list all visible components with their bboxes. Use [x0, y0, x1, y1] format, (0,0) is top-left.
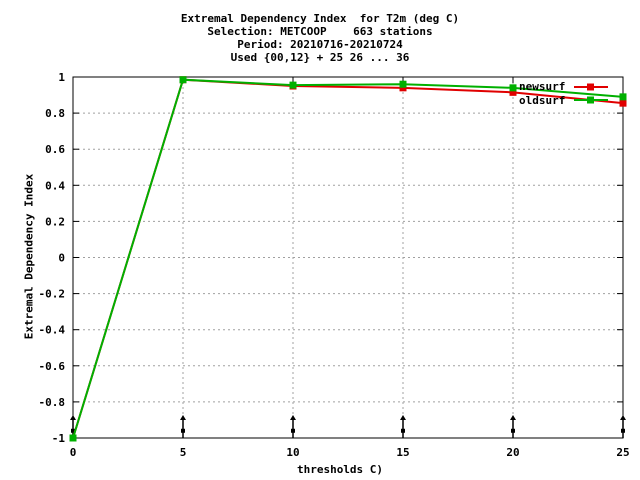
- y-axis-label: Extremal Dependency Index: [22, 173, 36, 340]
- legend-marker-oldsurf: [587, 96, 594, 104]
- threshold-marker-point: [511, 428, 515, 433]
- x-tick-label: 15: [396, 446, 409, 459]
- data-point-oldsurf: [69, 434, 77, 442]
- y-tick-label: -0.4: [39, 324, 66, 337]
- data-point-oldsurf: [289, 81, 297, 89]
- threshold-marker-arrow: [180, 414, 186, 420]
- threshold-marker-arrow: [290, 414, 296, 420]
- data-point-oldsurf: [509, 84, 517, 92]
- title-line-2: Selection: METCOOP 663 stations: [207, 25, 433, 38]
- y-tick-label: 0: [58, 252, 65, 265]
- legend-label-oldsurf: oldsurf: [519, 94, 566, 107]
- threshold-marker-arrow: [400, 414, 406, 420]
- y-tick-label: -0.6: [39, 360, 66, 373]
- series-line-newsurf: [72, 78, 624, 439]
- y-tick-label: -0.8: [39, 396, 66, 409]
- threshold-marker-point: [291, 428, 295, 433]
- y-tick-label: -0.2: [39, 288, 66, 301]
- title-line-1: Extremal Dependency Index for T2m (deg C…: [180, 12, 460, 25]
- legend-label-newsurf: newsurf: [519, 80, 566, 93]
- data-point-oldsurf: [399, 80, 407, 88]
- y-tick-label: 0.6: [45, 143, 65, 156]
- threshold-marker-point: [181, 428, 185, 433]
- data-point-newsurf: [399, 84, 407, 92]
- plot-frame: [72, 76, 624, 439]
- threshold-marker-point: [401, 428, 405, 433]
- x-tick-label: 5: [180, 446, 187, 459]
- legend-marker-newsurf: [587, 83, 594, 91]
- data-point-oldsurf: [179, 76, 187, 84]
- data-point-oldsurf: [619, 93, 627, 101]
- x-tick-label: 25: [616, 446, 629, 459]
- series-line-oldsurf: [72, 78, 624, 439]
- title-line-4: Used {00,12} + 25 26 ... 36: [230, 51, 410, 64]
- x-tick-label: 20: [506, 446, 519, 459]
- data-point-newsurf: [619, 99, 627, 107]
- threshold-marker-arrow: [510, 414, 516, 420]
- x-axis-label: thresholds C): [296, 463, 384, 476]
- title-line-3: Period: 20210716-20210724: [237, 38, 403, 51]
- x-tick-label: 10: [286, 446, 299, 459]
- y-tick-label: -1: [52, 432, 66, 445]
- x-tick-label: 0: [70, 446, 77, 459]
- y-tick-label: 0.2: [45, 215, 65, 228]
- y-tick-label: 0.8: [45, 107, 65, 120]
- y-tick-label: 0.4: [45, 179, 65, 192]
- data-point-newsurf: [509, 88, 517, 96]
- y-tick-label: 1: [58, 71, 65, 84]
